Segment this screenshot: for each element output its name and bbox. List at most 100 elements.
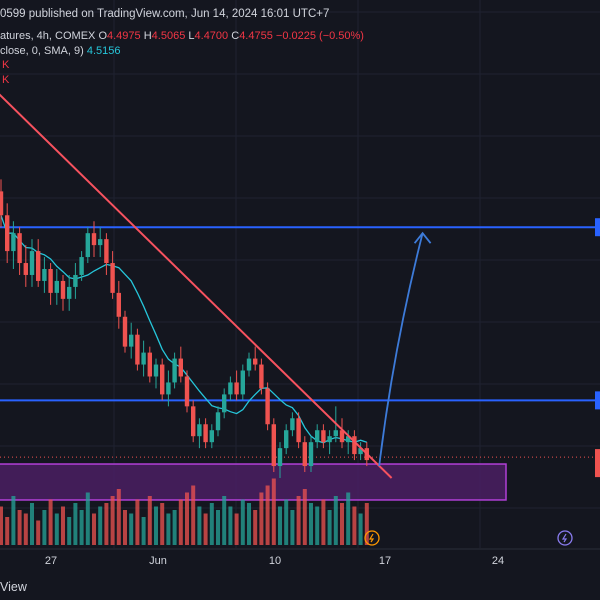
sma-indicator-legend[interactable]: close, 0, SMA, 9) 4.5156: [0, 44, 120, 58]
volume-bar: [160, 503, 165, 545]
candle-body: [91, 233, 97, 246]
descending-trendline[interactable]: [0, 84, 393, 479]
scroll-to-realtime-icon[interactable]: [557, 530, 573, 546]
ohlc-high: H4.5065: [143, 30, 186, 42]
sma-params: close, 0, SMA, 9): [0, 45, 84, 57]
volume-bar: [333, 496, 338, 545]
symbol-ohlc-line: atures, 4h, COMEX O4.4975 H4.5065 L4.470…: [0, 29, 364, 43]
scroll-to-realtime-icon-glyph: [561, 533, 568, 543]
x-tick-label: 17: [378, 555, 392, 567]
volume-bar: [240, 499, 245, 545]
candle-body: [116, 292, 121, 317]
candle-body: [0, 191, 4, 216]
volume-bar: [48, 499, 53, 545]
candle-body: [23, 263, 28, 275]
candle-body: [253, 358, 258, 365]
volume-bar: [17, 510, 22, 545]
candle-body: [358, 448, 363, 455]
candle-body: [215, 412, 221, 431]
candle-body: [339, 430, 345, 443]
candle-body: [234, 382, 239, 395]
symbol-label: atures, 4h, COMEX: [0, 30, 96, 42]
volume-bar: [67, 517, 72, 545]
volume-bar: [247, 503, 251, 545]
volume-bar: [203, 513, 208, 545]
candle-body: [17, 233, 22, 264]
volume-bar: [123, 510, 127, 545]
candle-body: [209, 430, 214, 443]
candle-body: [42, 269, 47, 281]
candle-body: [240, 370, 245, 395]
candle-body: [271, 424, 276, 467]
candle-body: [290, 418, 295, 431]
candle-body: [122, 316, 128, 347]
volume-bar: [61, 506, 65, 545]
candle-body: [166, 382, 171, 395]
candle-body: [333, 430, 338, 437]
candle-body: [135, 334, 140, 365]
projection-arrow[interactable]: [378, 232, 424, 467]
candle-body: [36, 251, 41, 281]
candle-body: [228, 382, 233, 395]
projection-arrowhead: [413, 231, 432, 244]
volume-bar: [271, 478, 276, 545]
volume-bar: [178, 499, 183, 545]
publish-info: 0599 published on TradingView.com, Jun 1…: [0, 8, 330, 20]
volume-bar: [129, 513, 134, 545]
volume-bar: [5, 517, 10, 545]
volume-bar: [135, 499, 140, 545]
x-tick-label: Jun: [149, 555, 167, 567]
volume-bar: [154, 506, 158, 545]
price-change: −0.0225 (−0.50%): [275, 30, 364, 42]
tradingview-logo[interactable]: View: [0, 580, 27, 594]
candle-body: [110, 263, 115, 293]
ohlc-open: O4.4975: [98, 30, 141, 42]
volume-bar: [340, 503, 344, 545]
candle-body: [308, 442, 314, 467]
candle-body: [160, 364, 165, 395]
volume-bar: [85, 492, 90, 545]
demand-zone-box[interactable]: [0, 463, 507, 501]
volume-bar: [141, 517, 146, 545]
volume-bar: [265, 485, 270, 545]
candle-body: [321, 430, 326, 443]
event-lightning-icon-glyph: [368, 533, 375, 543]
volume-bar: [73, 503, 78, 545]
candle-body: [54, 280, 59, 293]
candle-body: [67, 286, 72, 299]
level-price-tag-2: [595, 391, 600, 410]
candle-body: [5, 215, 10, 252]
candle-body: [346, 436, 351, 443]
volume-bar: [92, 513, 96, 545]
volume-bar: [110, 496, 115, 545]
legend-row-k1: K: [2, 59, 10, 71]
volume-bar: [259, 492, 264, 545]
candle-body: [222, 394, 227, 413]
volume-bar: [309, 503, 313, 545]
volume-bar: [0, 506, 3, 545]
candle-body: [184, 376, 190, 407]
volume-bar: [327, 510, 332, 545]
volume-bar: [30, 503, 34, 545]
candle-body: [191, 406, 196, 437]
sma-value: 4.5156: [86, 45, 121, 57]
candle-body: [147, 352, 152, 377]
candle-body: [197, 424, 202, 437]
volume-bar: [36, 520, 41, 545]
x-tick-label: 27: [44, 555, 58, 567]
candle-body: [48, 269, 53, 293]
volume-bar: [104, 503, 109, 545]
candle-body: [153, 364, 159, 377]
event-lightning-icon[interactable]: [364, 530, 380, 546]
candle-body: [60, 280, 66, 299]
candle-body: [296, 418, 301, 443]
candle-body: [277, 448, 283, 467]
volume-bar: [302, 489, 307, 545]
volume-bar: [278, 506, 282, 545]
candle-body: [302, 442, 307, 467]
volume-bar: [284, 499, 289, 545]
volume-bar: [290, 510, 295, 545]
volume-bar: [364, 503, 369, 545]
volume-bar: [222, 496, 227, 545]
